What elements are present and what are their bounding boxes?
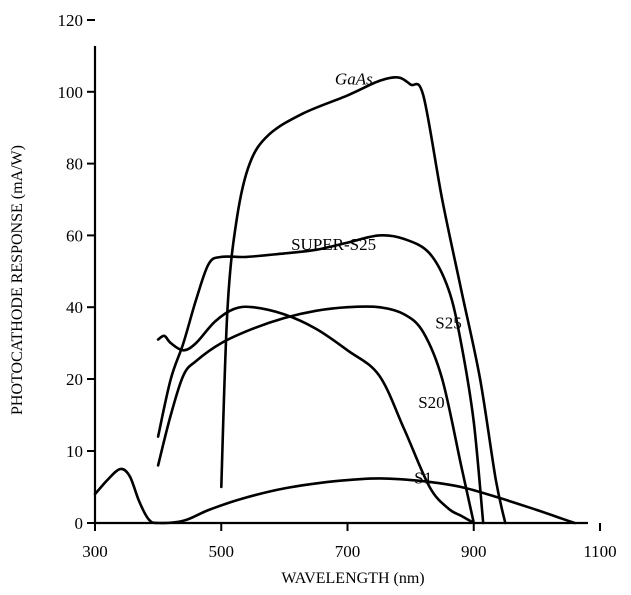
curve-gaas bbox=[220, 75, 507, 525]
response-curves bbox=[93, 75, 577, 525]
y-tick-label-40: 40 bbox=[66, 298, 83, 317]
y-tick-label-0: 0 bbox=[75, 514, 84, 533]
y-axis-title: PHOTOCATHODE RESPONSE (mA/W) bbox=[9, 145, 26, 415]
x-tick-label-700: 700 bbox=[335, 542, 361, 561]
y-tick-label-10: 10 bbox=[66, 442, 83, 461]
x-tick-label-500: 500 bbox=[209, 542, 235, 561]
curve-s25 bbox=[156, 305, 476, 525]
x-ticks: 300 500 700 900 1100 bbox=[82, 523, 617, 561]
series-label-s1: S1 bbox=[414, 468, 432, 487]
series-label-gaas: GaAs bbox=[335, 70, 373, 89]
y-tick-label-20: 20 bbox=[66, 370, 83, 389]
curve-s20 bbox=[156, 305, 476, 525]
x-axis-title: WAVELENGTH (nm) bbox=[281, 570, 424, 587]
y-tick-label-120: 120 bbox=[58, 11, 84, 30]
y-tick-label-80: 80 bbox=[66, 155, 83, 174]
curve-super-s25 bbox=[156, 233, 485, 525]
curve-s1 bbox=[93, 467, 577, 525]
series-label-s25: S25 bbox=[435, 314, 461, 333]
series-label-super-s25: SUPER-S25 bbox=[291, 235, 376, 254]
series-label-s20: S20 bbox=[418, 393, 444, 412]
x-tick-label-900: 900 bbox=[461, 542, 487, 561]
y-ticks: 0 10 20 40 60 80 100 120 bbox=[58, 11, 95, 533]
x-tick-label-300: 300 bbox=[82, 542, 108, 561]
x-tick-label-1100: 1100 bbox=[583, 542, 616, 561]
y-tick-label-100: 100 bbox=[58, 83, 84, 102]
axes bbox=[93, 46, 588, 525]
y-tick-label-60: 60 bbox=[66, 226, 83, 245]
series-labels: GaAs SUPER-S25 S25 S20 S1 bbox=[291, 70, 462, 488]
